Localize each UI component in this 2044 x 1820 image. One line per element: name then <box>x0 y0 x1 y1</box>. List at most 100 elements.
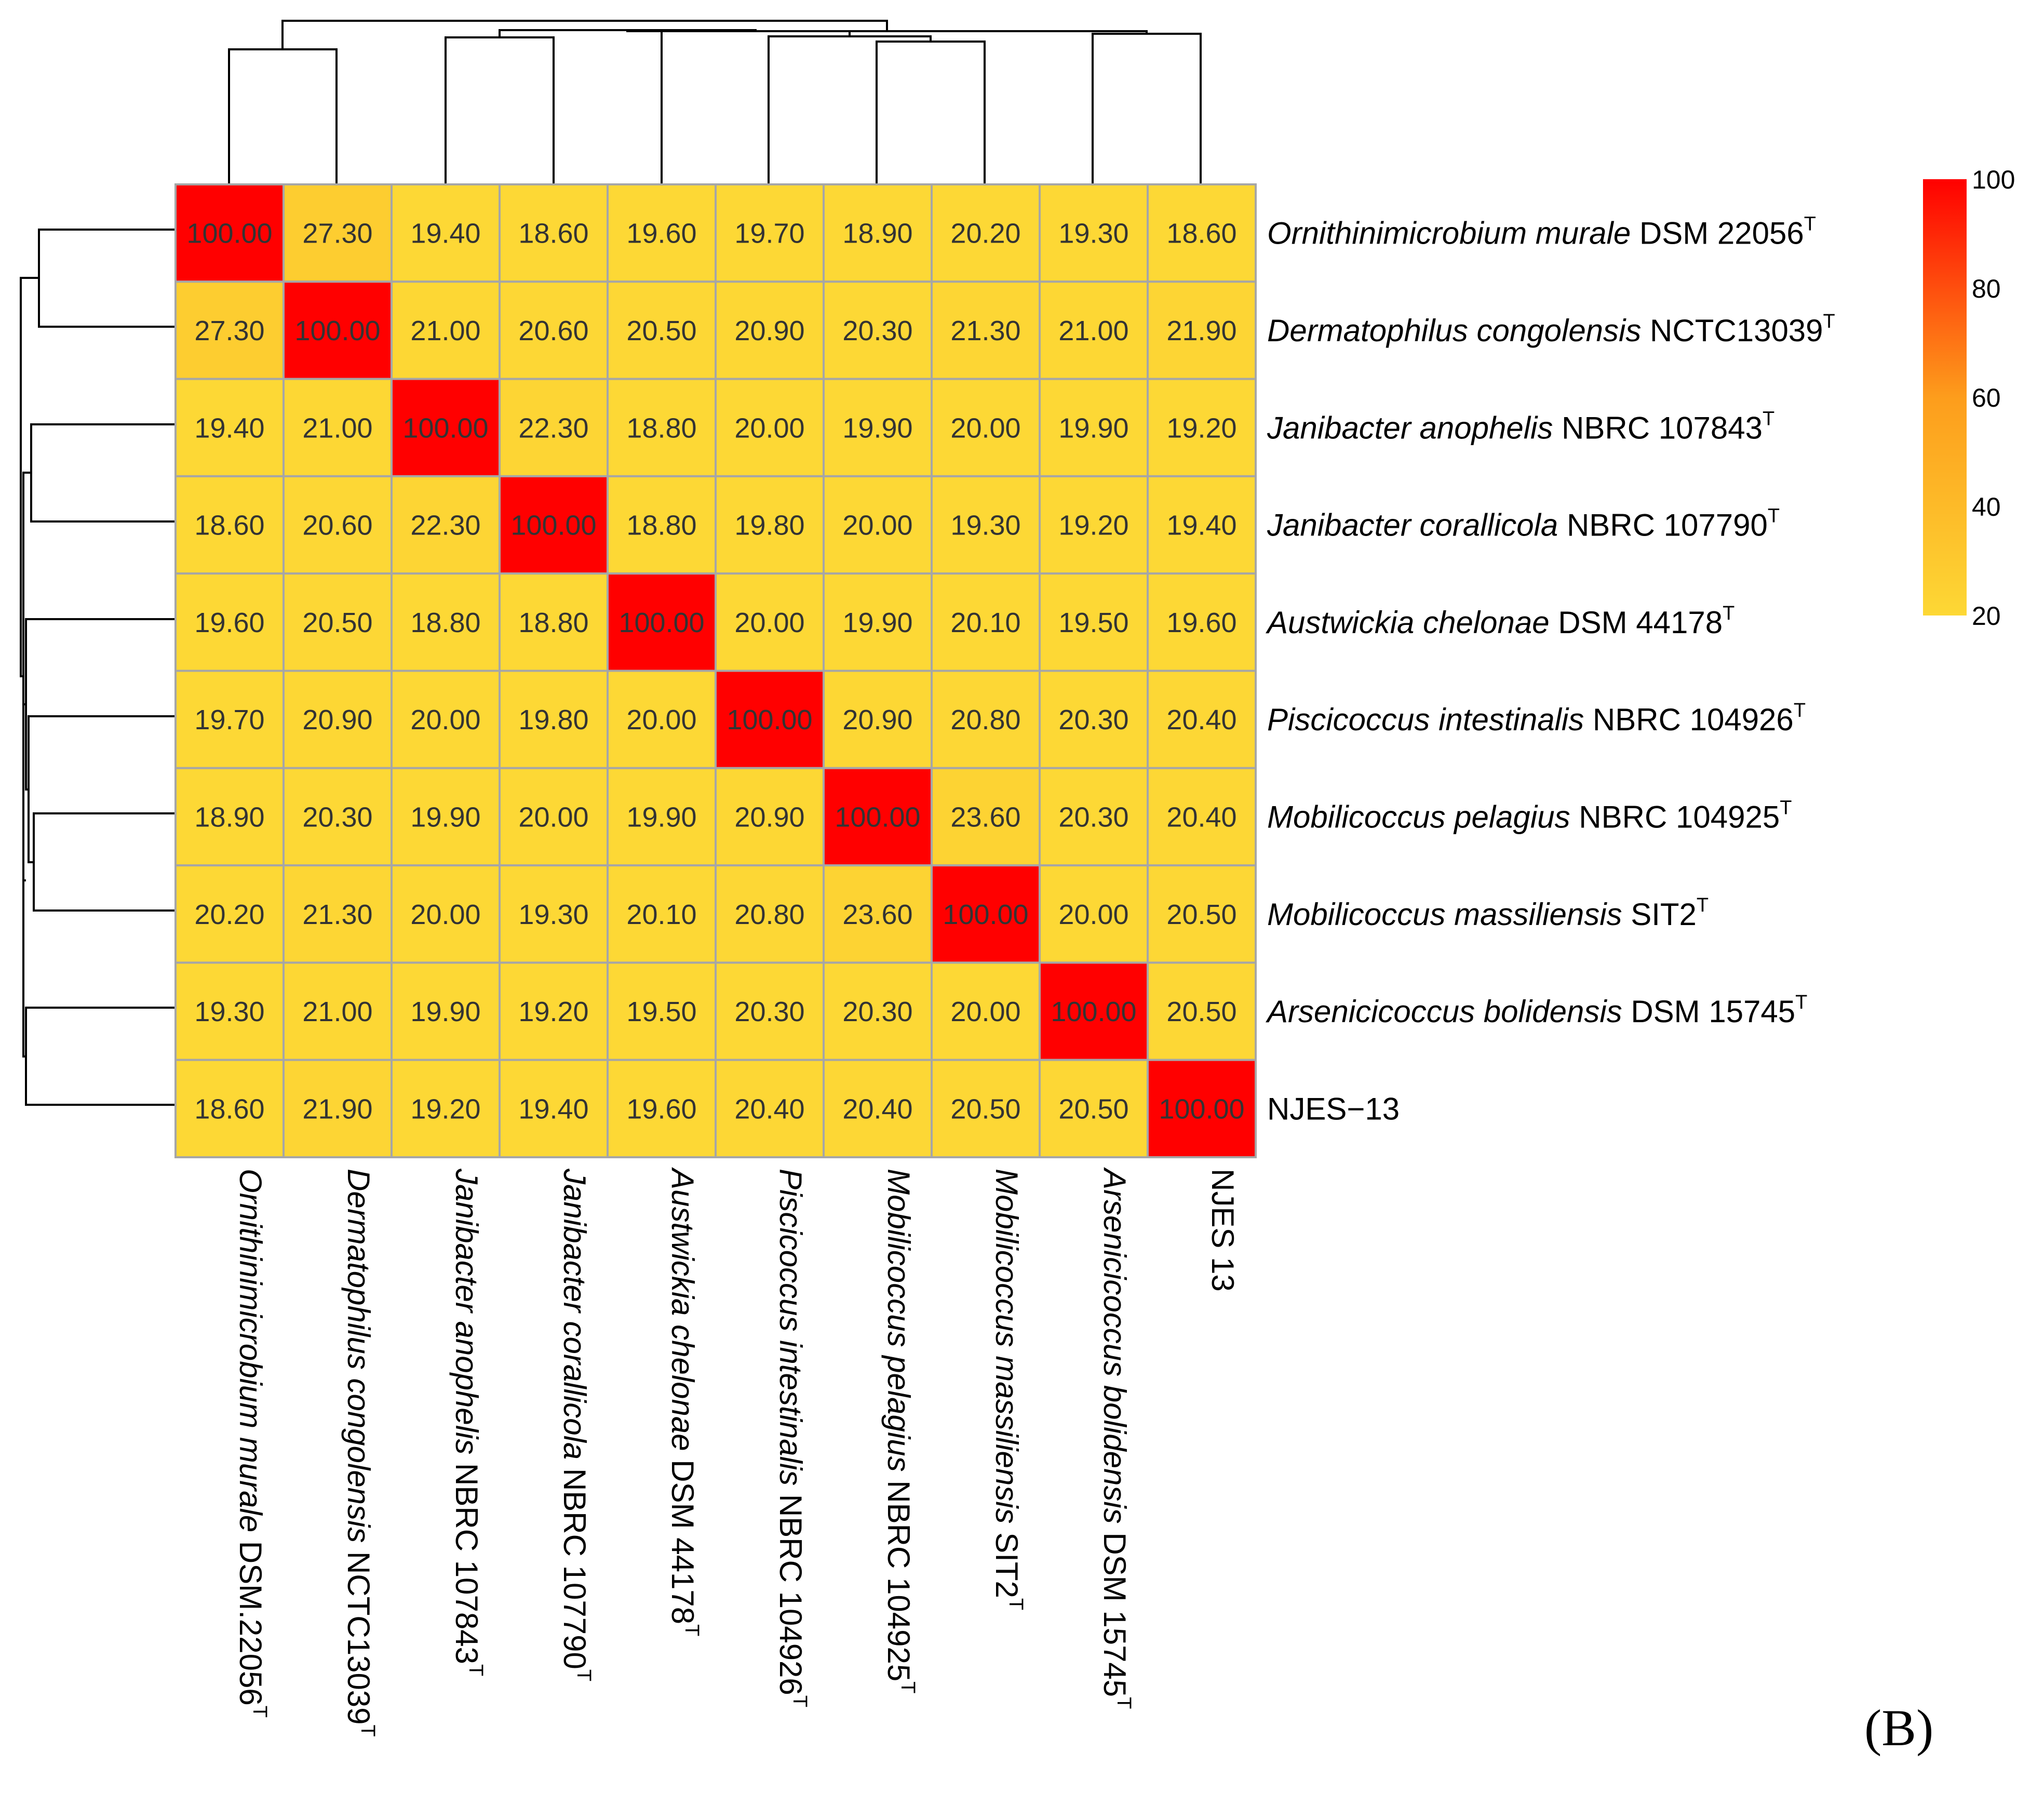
heatmap-cell <box>391 670 501 769</box>
heatmap-cell-value: 20.30 <box>1058 704 1128 735</box>
heatmap-cell-value: 100.00 <box>1159 1093 1244 1125</box>
heatmap-cell-value: 19.90 <box>842 412 912 444</box>
row-label: Dermatophilus congolensis NCTC13039T <box>1267 311 1835 348</box>
heatmap-cell-value: 20.60 <box>518 315 588 346</box>
heatmap-cell <box>174 572 285 672</box>
heatmap-cell <box>1039 767 1149 867</box>
heatmap-cell-value: 20.00 <box>734 607 804 638</box>
row-labels: Ornithinimicrobium murale DSM 22056T Derm… <box>1266 213 1835 1127</box>
column-label-type-strain-mark: T <box>357 1725 379 1737</box>
heatmap-cell-value: 20.30 <box>302 801 372 833</box>
heatmap-cell-value: 19.60 <box>626 1093 696 1125</box>
heatmap-cell-value: 19.40 <box>518 1093 588 1125</box>
row-label: Janibacter corallicola NBRC 107790T <box>1267 505 1780 543</box>
heatmap-cell <box>931 280 1041 380</box>
heatmap-cell-value: 20.10 <box>626 899 696 930</box>
heatmap-cell-value: 21.90 <box>302 1093 372 1125</box>
heatmap-cell <box>499 670 609 769</box>
heatmap-cell-value: 19.50 <box>1058 607 1128 638</box>
row-label: Piscicoccus intestinalis NBRC 104926T <box>1267 700 1806 737</box>
heatmap-cell <box>931 378 1041 477</box>
row-label: Janibacter anophelis NBRC 107843T <box>1267 408 1774 445</box>
row-label-type-strain-mark: T <box>1763 408 1774 430</box>
heatmap-cell-value: 20.40 <box>842 1093 912 1125</box>
heatmap-cell-value: 20.30 <box>842 315 912 346</box>
row-label-type-strain-mark: T <box>1697 894 1709 916</box>
heatmap-grid: 100.00 27.30 19.40 18.60 19.60 19.70 18.90 20.2… <box>174 183 1257 1158</box>
heatmap-cell-value: 18.60 <box>1166 218 1236 249</box>
heatmap-cell-value: 23.60 <box>950 801 1020 833</box>
heatmap-cell-value: 19.80 <box>734 510 804 541</box>
heatmap-cell-value: 19.50 <box>626 996 696 1027</box>
column-label-strain: NBRC 107843 <box>449 1454 484 1664</box>
heatmap-cell-value: 20.80 <box>950 704 1020 735</box>
heatmap-cell-value: 20.00 <box>734 412 804 444</box>
heatmap-cell <box>823 670 933 769</box>
heatmap-cell <box>391 961 501 1061</box>
heatmap-cell <box>499 280 609 380</box>
heatmap-cell-value: 20.00 <box>950 412 1020 444</box>
column-label: Janibacter corallicola NBRC 107790T <box>557 1168 595 1681</box>
heatmap-cell <box>1147 1059 1257 1158</box>
column-label-strain: NJES 13 <box>1205 1169 1240 1292</box>
heatmap-cell <box>499 378 609 477</box>
heatmap-cell-value: 20.40 <box>734 1093 804 1125</box>
heatmap-cell-value: 20.00 <box>626 704 696 735</box>
heatmap-cell-value: 20.50 <box>1166 996 1236 1027</box>
column-label-strain: NBRC 104926 <box>773 1486 808 1695</box>
row-dendrogram-branch <box>22 472 31 881</box>
row-dendrogram-branch <box>25 618 176 791</box>
heatmap-cell-value: 20.90 <box>302 704 372 735</box>
heatmap-cell-value: 19.20 <box>1166 412 1236 444</box>
heatmap-cell-value: 100.00 <box>186 218 272 249</box>
column-label-type-strain-mark: T <box>573 1669 595 1681</box>
heatmap-cell-value: 20.50 <box>302 607 372 638</box>
heatmap-cell-value: 100.00 <box>618 607 704 638</box>
row-label-strain: NBRC 104926 <box>1584 702 1794 737</box>
row-dendrogram-branch <box>38 229 176 328</box>
heatmap-cell-value: 22.30 <box>518 412 588 444</box>
heatmap-cell <box>607 572 717 672</box>
colorbar-tick-label: 60 <box>1972 383 2001 412</box>
column-label: NJES 13 <box>1205 1169 1240 1292</box>
heatmap-cell <box>499 961 609 1061</box>
heatmap-cell <box>174 1059 285 1158</box>
row-label-strain: NBRC 107790 <box>1558 508 1768 543</box>
row-label: Ornithinimicrobium murale DSM 22056T <box>1267 213 1816 251</box>
column-dendrogram-branch <box>228 48 338 184</box>
heatmap-cell <box>1039 280 1149 380</box>
heatmap-cell-value: 100.00 <box>1051 996 1136 1027</box>
heatmap-cell <box>931 961 1041 1061</box>
heatmap-cell-value: 18.90 <box>194 801 264 833</box>
row-label: Austwickia chelonae DSM 44178T <box>1266 603 1734 640</box>
heatmap-cell <box>499 475 609 575</box>
heatmap-cell <box>283 1059 393 1158</box>
heatmap-cell-value: 27.30 <box>302 218 372 249</box>
heatmap-cell-value: 20.00 <box>410 899 480 930</box>
heatmap-cell <box>607 1059 717 1158</box>
heatmap-cell-value: 23.60 <box>842 899 912 930</box>
row-label-species: Mobilicoccus pelagius <box>1267 799 1570 834</box>
column-labels: Ornithinimicrobium murale DSM.22056TDerm… <box>233 1167 1240 1737</box>
heatmap-cell <box>607 475 717 575</box>
heatmap-cell-value: 20.50 <box>1166 899 1236 930</box>
column-label: Janibacter anophelis NBRC 107843T <box>449 1168 487 1676</box>
heatmap-cell <box>823 1059 933 1158</box>
heatmap-cell-value: 19.20 <box>410 1093 480 1125</box>
row-dendrogram <box>20 229 176 1106</box>
heatmap-cell <box>1147 961 1257 1061</box>
heatmap-cell-value: 19.40 <box>1166 510 1236 541</box>
row-label-species: Janibacter corallicola <box>1267 508 1558 543</box>
heatmap-cell <box>823 767 933 867</box>
heatmap-cell-value: 18.60 <box>518 218 588 249</box>
column-label-species: Mobilicoccus pelagius <box>881 1169 916 1472</box>
colorbar-ticks: 100 80 60 40 20 <box>1972 165 2015 631</box>
column-dendrogram-branch <box>876 41 986 184</box>
row-label-species: Piscicoccus intestinalis <box>1267 702 1584 737</box>
column-label-species: Mobilicoccus massiliensis <box>989 1169 1024 1524</box>
column-dendrogram-branch <box>445 36 555 184</box>
column-dendrogram-branch <box>661 30 851 184</box>
heatmap-cell <box>499 183 609 283</box>
heatmap-cell-value: 19.30 <box>194 996 264 1027</box>
